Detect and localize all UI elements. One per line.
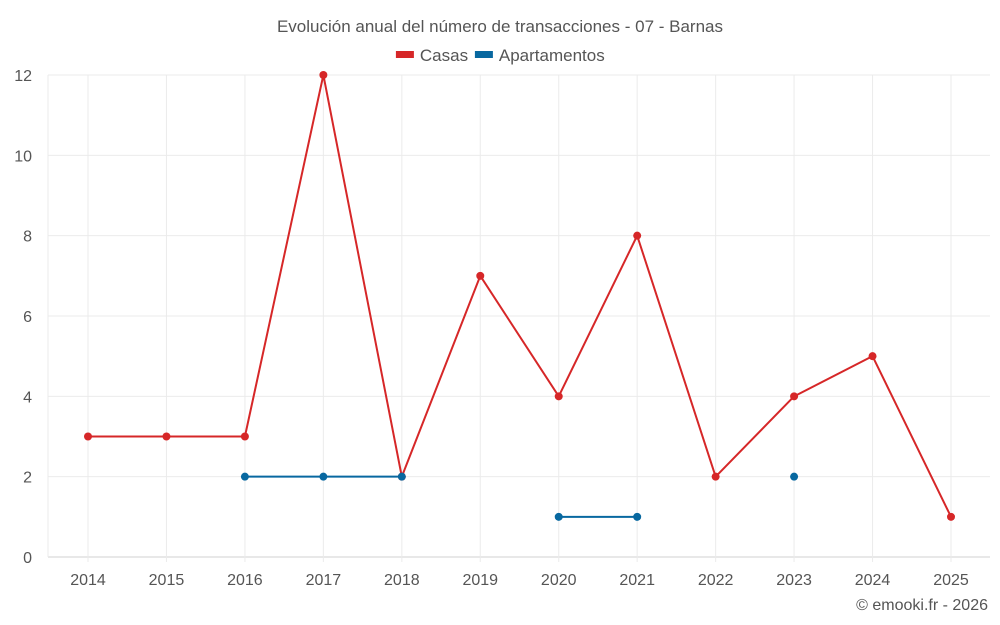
legend-swatch-icon [474, 51, 493, 58]
legend-item-casas[interactable]: Casas [395, 46, 468, 65]
legend-swatch-icon [395, 51, 414, 58]
data-point[interactable] [84, 432, 92, 441]
x-tick-label: 2019 [462, 572, 498, 589]
x-tick-label: 2018 [384, 572, 420, 589]
data-point[interactable] [162, 432, 171, 441]
x-tick-label: 2020 [541, 572, 577, 589]
data-point[interactable] [476, 271, 485, 280]
x-tick-label: 2024 [855, 572, 891, 589]
series-casas [84, 71, 955, 521]
data-point[interactable] [240, 432, 249, 441]
x-tick-label: 2017 [306, 572, 342, 589]
data-point[interactable] [319, 71, 328, 79]
chart-title: Evolución anual del número de transaccio… [277, 17, 723, 36]
x-tick-label: 2015 [149, 572, 185, 589]
series-apartamentos [240, 472, 799, 521]
y-tick-label: 10 [14, 148, 32, 165]
x-tick-label: 2016 [227, 572, 263, 589]
x-tick-label: 2021 [619, 572, 655, 589]
y-axis: 0 2 4 6 8 10 12 [14, 68, 32, 567]
data-point[interactable] [868, 352, 877, 361]
legend-item-apartamentos[interactable]: Apartamentos [474, 46, 605, 65]
legend-label: Casas [420, 46, 468, 65]
x-tick-label: 2023 [776, 572, 812, 589]
data-point[interactable] [633, 512, 642, 521]
data-point[interactable] [790, 392, 799, 401]
y-tick-label: 6 [23, 309, 32, 326]
data-point[interactable] [947, 512, 955, 521]
y-tick-label: 4 [23, 389, 32, 406]
data-point[interactable] [240, 472, 249, 481]
y-tick-label: 12 [14, 68, 32, 85]
credit-text: © emooki.fr - 2026 [856, 597, 988, 614]
data-point[interactable] [554, 392, 563, 401]
y-tick-label: 8 [23, 229, 32, 246]
x-tick-label: 2025 [933, 572, 969, 589]
data-point[interactable] [554, 512, 563, 521]
grid-lines [47, 74, 990, 562]
data-point[interactable] [397, 472, 406, 481]
data-point[interactable] [711, 472, 720, 481]
x-tick-label: 2022 [698, 572, 734, 589]
y-tick-label: 2 [23, 470, 32, 487]
y-tick-label: 0 [23, 550, 32, 567]
x-axis: 2014 2015 2016 2017 2018 2019 2020 2021 2022 2023… [70, 572, 969, 589]
x-tick-label: 2014 [70, 572, 106, 589]
data-series [84, 71, 955, 521]
data-point[interactable] [790, 472, 799, 481]
legend-label: Apartamentos [499, 46, 605, 65]
data-point[interactable] [633, 231, 642, 240]
chart-legend: Casas Apartamentos [395, 46, 605, 65]
data-point[interactable] [319, 472, 328, 481]
